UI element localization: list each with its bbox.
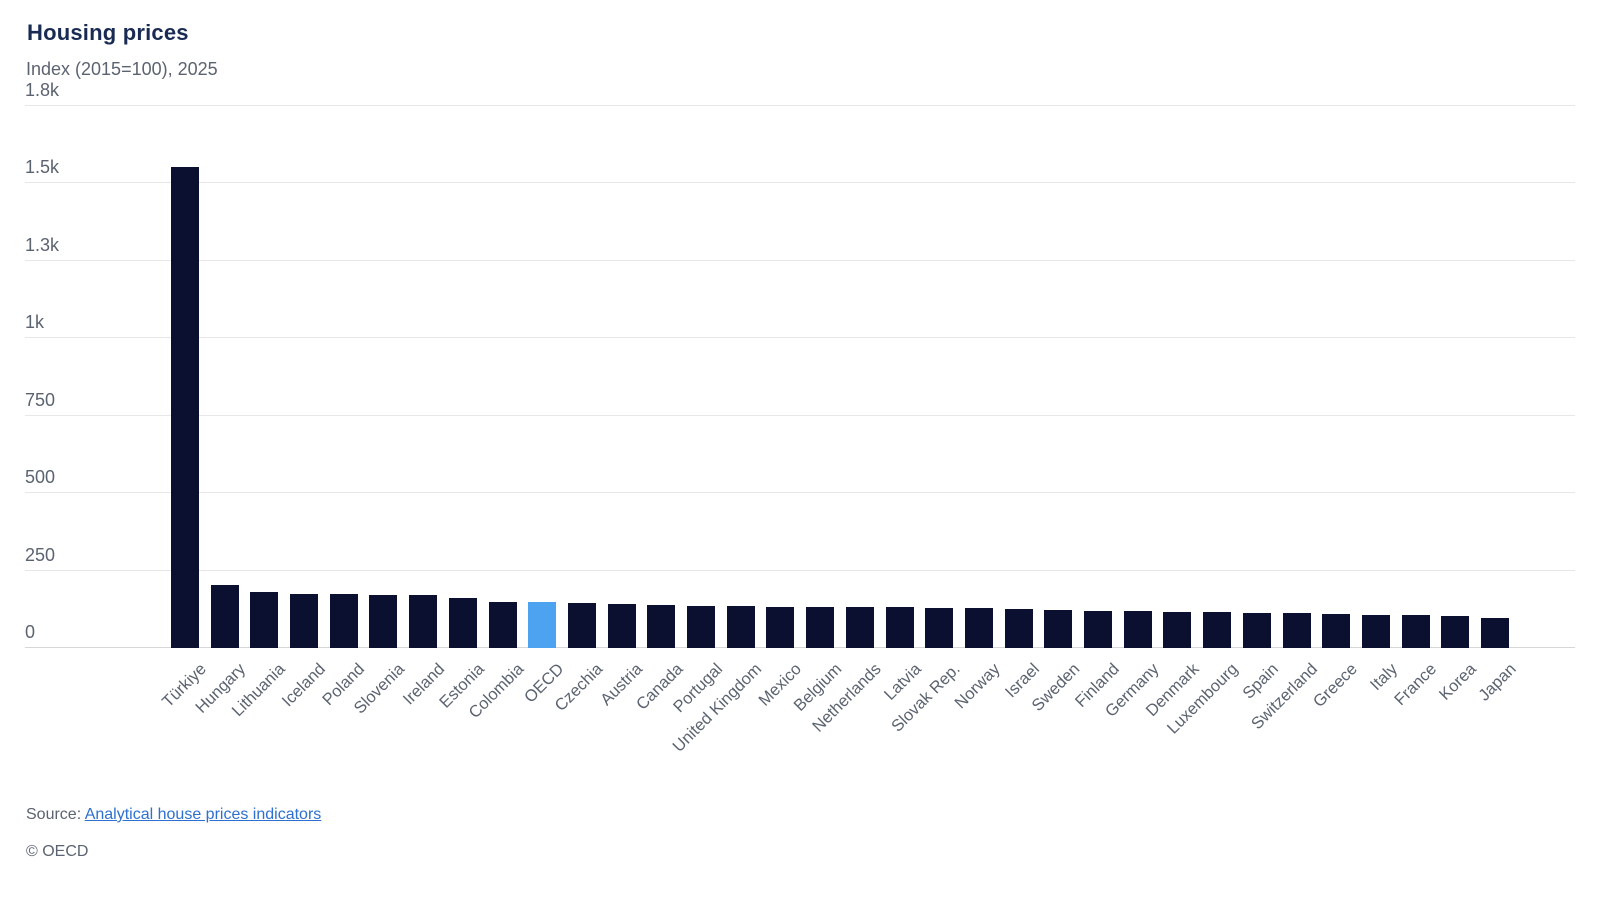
copyright-label: © OECD <box>26 843 89 860</box>
chart-subtitle: Index (2015=100), 2025 <box>26 59 218 79</box>
bar-united-kingdom[interactable] <box>726 605 755 648</box>
bar-lithuania[interactable] <box>250 591 279 648</box>
y-tick-label-500: 500 <box>25 467 56 488</box>
plot-area: 0 250 500 750 1k 1.3k 1.5k 1.8k <box>0 81 1600 648</box>
bar-slovak-rep[interactable] <box>925 607 954 648</box>
bar-netherlands[interactable] <box>845 607 874 648</box>
bar-oecd[interactable] <box>528 602 557 648</box>
x-label-france: France <box>1391 660 1441 710</box>
bar-sweden[interactable] <box>1044 609 1073 648</box>
bar-latvia[interactable] <box>885 607 914 648</box>
bar-portugal[interactable] <box>687 605 716 648</box>
x-label-korea: Korea <box>1436 660 1481 704</box>
gridline-500 <box>25 492 1575 494</box>
bar-turkiye[interactable] <box>171 167 199 648</box>
gridline-750 <box>25 414 1575 416</box>
bar-korea[interactable] <box>1441 615 1470 648</box>
bar-canada[interactable] <box>647 604 676 648</box>
y-tick-label-250: 250 <box>25 544 56 565</box>
gridline-250 <box>25 569 1575 571</box>
gridline-0 <box>25 647 1575 648</box>
bar-ireland[interactable] <box>409 595 438 648</box>
gridline-1.5k <box>25 182 1575 184</box>
bar-hungary[interactable] <box>210 584 239 648</box>
bar-mexico[interactable] <box>766 606 795 648</box>
gridline-1.3k <box>25 259 1575 261</box>
bar-finland[interactable] <box>1084 610 1113 648</box>
gridline-1k <box>25 337 1575 339</box>
bar-greece[interactable] <box>1322 614 1351 648</box>
bar-norway[interactable] <box>964 608 993 648</box>
y-tick-label-0: 0 <box>25 622 36 642</box>
bar-austria[interactable] <box>607 604 636 648</box>
bar-denmark[interactable] <box>1163 611 1192 648</box>
bar-colombia[interactable] <box>488 602 517 648</box>
bar-luxembourg[interactable] <box>1203 612 1232 648</box>
y-tick-label-1.5k: 1.5k <box>25 157 60 178</box>
bar-estonia[interactable] <box>448 597 477 648</box>
bar-france[interactable] <box>1401 615 1430 648</box>
bar-czechia[interactable] <box>567 602 596 648</box>
x-axis-labels: Türkiye Hungary Lithuania Iceland Poland Slov… <box>0 648 1600 798</box>
x-label-greece: Greece <box>1309 660 1361 711</box>
gridline-1.8k <box>25 105 1575 106</box>
bar-switzerland[interactable] <box>1282 613 1311 648</box>
bar-israel[interactable] <box>1004 609 1033 648</box>
bar-belgium[interactable] <box>806 606 835 648</box>
source-prefix-label: Source: <box>26 806 85 823</box>
y-tick-label-1k: 1k <box>25 312 45 333</box>
bar-japan[interactable] <box>1481 617 1509 648</box>
bar-iceland[interactable] <box>290 593 319 648</box>
x-label-japan: Japan <box>1475 660 1520 705</box>
y-tick-label-1.3k: 1.3k <box>25 234 60 255</box>
source-link[interactable]: Analytical house prices indicators <box>84 806 322 823</box>
chart-title: Housing prices <box>27 20 189 45</box>
x-label-iceland: Iceland <box>278 660 329 711</box>
bar-poland[interactable] <box>329 594 358 648</box>
bar-slovenia[interactable] <box>369 594 398 648</box>
source-line: Source: Analytical house prices indicato… <box>26 806 321 824</box>
bar-germany[interactable] <box>1123 611 1152 648</box>
bar-spain[interactable] <box>1242 612 1271 648</box>
y-tick-label-750: 750 <box>25 389 56 410</box>
y-tick-label-1.8k: 1.8k <box>25 80 60 100</box>
bar-italy[interactable] <box>1361 614 1390 648</box>
